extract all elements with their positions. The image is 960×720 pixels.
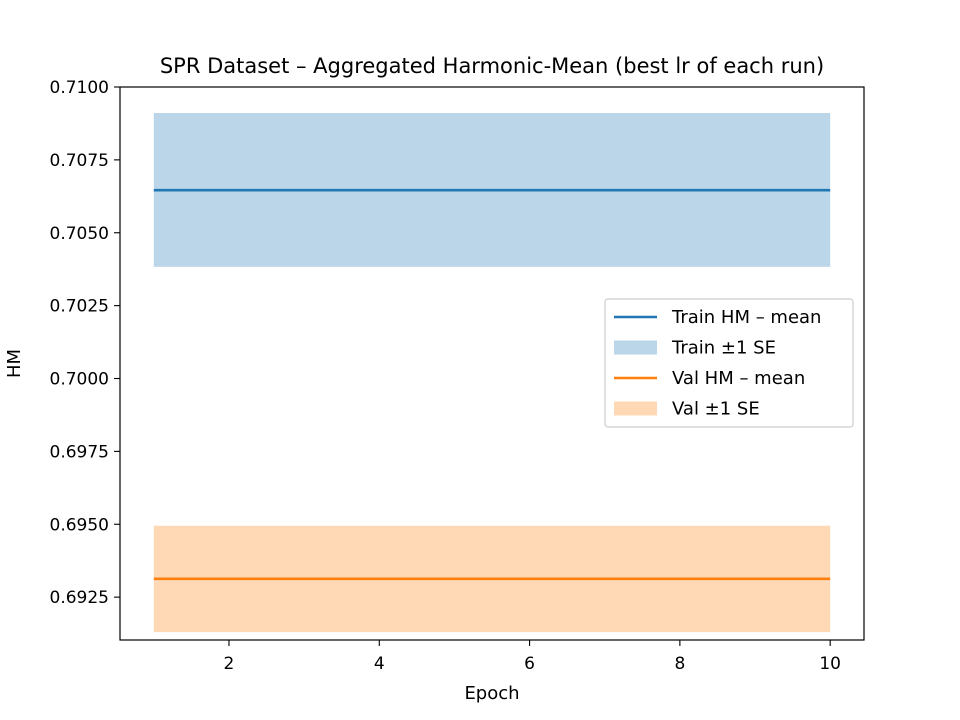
y-tick-label: 0.7050 — [50, 224, 109, 244]
legend-box — [604, 298, 854, 428]
chart-title: SPR Dataset – Aggregated Harmonic-Mean (… — [160, 54, 824, 78]
legend-item-series-1-band: Val ±1 SE — [614, 399, 760, 420]
x-tick-label: 2 — [224, 654, 235, 674]
x-axis-ticks: 2 4 6 8 10 — [224, 640, 841, 674]
x-tick-label: 10 — [819, 654, 841, 674]
x-tick-label: 4 — [374, 654, 385, 674]
x-tick-label: 8 — [674, 654, 685, 674]
legend-label: Val HM – mean — [672, 368, 805, 389]
y-axis-label: HM — [4, 349, 25, 378]
y-tick-label: 0.6925 — [50, 588, 109, 608]
legend-item-series-0-mean: Train HM – mean — [614, 307, 821, 328]
y-tick-label: 0.7075 — [50, 151, 109, 171]
y-tick-label: 0.6975 — [50, 442, 109, 462]
legend-label: Train ±1 SE — [671, 338, 776, 359]
legend-item-series-1-mean: Val HM – mean — [614, 368, 805, 389]
legend-band-swatch — [614, 401, 657, 416]
y-tick-label: 0.7100 — [50, 78, 109, 98]
y-tick-label: 0.6950 — [50, 515, 109, 535]
x-tick-label: 6 — [524, 654, 535, 674]
legend: Train HM – mean Train ±1 SE Val HM – mean V… — [604, 298, 854, 428]
legend-item-series-0-band: Train ±1 SE — [614, 338, 776, 359]
y-tick-label: 0.7025 — [50, 297, 109, 317]
y-axis-ticks: 0.6925 0.6950 0.6975 0.7000 0.7025 0.7050 0.70… — [50, 78, 120, 608]
x-axis-label: Epoch — [464, 683, 519, 704]
legend-band-swatch — [614, 340, 657, 355]
plot-area-frame — [119, 86, 865, 641]
legend-label: Val ±1 SE — [672, 399, 760, 420]
lines-layer — [153, 188, 831, 581]
legend-label: Train HM – mean — [671, 307, 821, 328]
y-tick-label: 0.7000 — [50, 370, 109, 390]
